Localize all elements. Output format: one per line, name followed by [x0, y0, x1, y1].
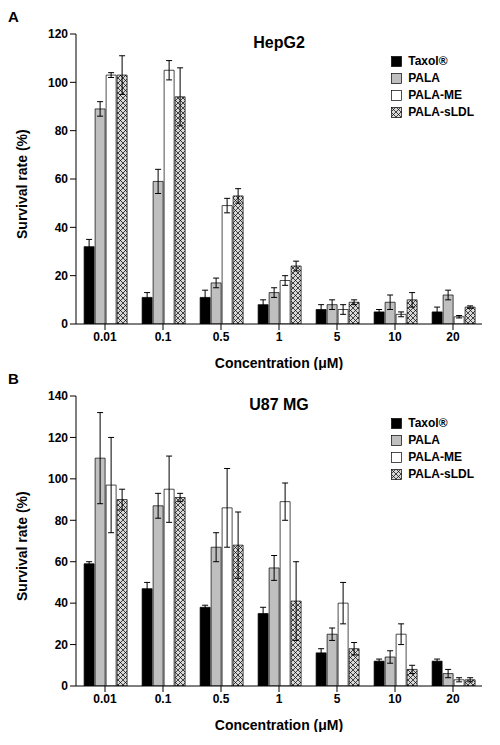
html-text:HepG2: HepG2: [253, 34, 305, 51]
svg-text:80: 80: [55, 514, 69, 528]
html-text:Taxol®: Taxol®: [408, 54, 448, 68]
svg-text:10: 10: [388, 330, 402, 344]
svg-text:60: 60: [55, 172, 69, 186]
svg-text:0.1: 0.1: [155, 692, 172, 706]
svg-text:5: 5: [334, 692, 341, 706]
svg-text:20: 20: [446, 330, 460, 344]
svg-text:Concentration (μM): Concentration (μM): [215, 355, 343, 370]
html-text:B: B: [8, 370, 19, 387]
svg-text:140: 140: [48, 389, 68, 403]
html-text:Taxol®: Taxol®: [408, 416, 448, 430]
svg-text:40: 40: [55, 596, 69, 610]
svg-text:20: 20: [55, 638, 69, 652]
svg-text:60: 60: [55, 555, 69, 569]
svg-text:0.01: 0.01: [93, 330, 117, 344]
svg-text:1: 1: [276, 330, 283, 344]
html-text:PALA-sLDL: PALA-sLDL: [408, 467, 474, 481]
svg-text:0.5: 0.5: [213, 330, 230, 344]
svg-text:0.01: 0.01: [93, 692, 117, 706]
svg-text:100: 100: [48, 76, 68, 90]
html-text:A: A: [8, 8, 19, 25]
svg-text:120: 120: [48, 431, 68, 445]
html-text:PALA: PALA: [408, 71, 440, 85]
svg-text:0: 0: [61, 317, 68, 331]
html-text:PALA-sLDL: PALA-sLDL: [408, 105, 474, 119]
svg-text:Survival rate (%): Survival rate (%): [14, 129, 30, 239]
svg-text:20: 20: [55, 269, 69, 283]
svg-text:Survival rate (%): Survival rate (%): [14, 491, 30, 601]
svg-text:0.5: 0.5: [213, 692, 230, 706]
html-text:U87 MG: U87 MG: [249, 396, 309, 413]
svg-text:120: 120: [48, 27, 68, 41]
svg-text:10: 10: [388, 692, 402, 706]
svg-text:80: 80: [55, 124, 69, 138]
html-text:PALA-ME: PALA-ME: [408, 450, 462, 464]
svg-text:5: 5: [334, 330, 341, 344]
svg-text:40: 40: [55, 221, 69, 235]
svg-text:0: 0: [61, 679, 68, 693]
html-text:PALA: PALA: [408, 433, 440, 447]
svg-text:1: 1: [276, 692, 283, 706]
svg-text:20: 20: [446, 692, 460, 706]
svg-text:0.1: 0.1: [155, 330, 172, 344]
svg-text:Concentration (μM): Concentration (μM): [215, 717, 343, 732]
html-text:PALA-ME: PALA-ME: [408, 88, 462, 102]
svg-text:100: 100: [48, 472, 68, 486]
